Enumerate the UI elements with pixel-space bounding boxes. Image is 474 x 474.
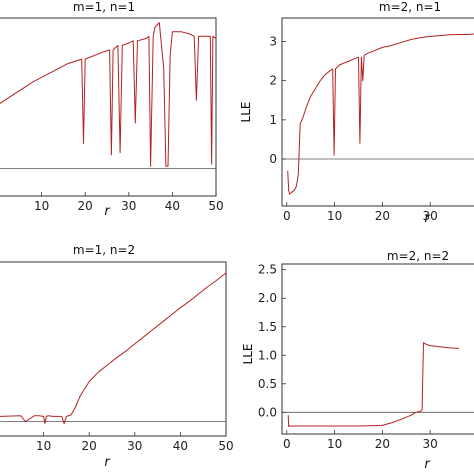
panel-bl-xtick-label: 10	[36, 439, 51, 453]
panel-tl-xtick-label: 10	[34, 199, 49, 213]
panel-bl: m=1, n=2 10 20 30 40 50 r	[0, 243, 234, 470]
panel-tr-ytick-label: 2	[269, 74, 277, 88]
panel-bl-xtick-label: 20	[82, 439, 97, 453]
panel-br-xtick-label: 30	[423, 437, 438, 451]
panel-br-series-line	[287, 342, 459, 428]
panel-tl-title: m=1, n=1	[73, 0, 135, 14]
panel-tl-xlabel: r	[104, 204, 111, 219]
panel-tr: m=2, n=1 0 10 20 30 0 1 2 3 LLE r	[239, 0, 474, 226]
panel-br-ytick-label: 1.5	[258, 320, 277, 334]
panel-tr-xtick-label: 0	[283, 209, 291, 223]
panel-tl-xtick-label: 20	[78, 199, 93, 213]
panel-tr-ytick-label: 3	[269, 35, 277, 49]
panel-tr-xtick-label: 10	[327, 209, 342, 223]
panel-tr-xlabel: r	[424, 211, 431, 226]
panel-bl-title: m=1, n=2	[73, 243, 135, 257]
panel-tl: m=1, n=1 10 20 30 40 50 r	[0, 0, 224, 219]
panel-br-ylabel: LLE	[241, 344, 255, 365]
panel-tr-series-line	[287, 33, 474, 195]
panel-bl-xtick-label: 30	[127, 439, 142, 453]
panel-tl-xtick-label: 30	[121, 199, 136, 213]
panel-tr-xtick-label: 30	[423, 209, 438, 223]
panel-tr-ylabel: LLE	[239, 102, 253, 123]
panel-br-ytick-label: 0.5	[258, 377, 277, 391]
panel-br-xtick-label: 0	[283, 437, 291, 451]
panel-br: m=2, n=2 0 10 20 30 0.0 0.5 1.0 1.5 2.0 2.5 LLE r	[241, 249, 474, 472]
panel-tl-series-line	[0, 22, 217, 167]
panel-tr-xtick-label: 20	[375, 209, 390, 223]
panel-br-frame	[281, 263, 474, 435]
panel-bl-xtick-label: 40	[173, 439, 188, 453]
panel-tl-frame	[0, 17, 217, 197]
panel-tl-xtick-label: 40	[165, 199, 180, 213]
panel-br-marks: 0 10 20 30 0.0 0.5 1.0 1.5 2.0 2.5	[258, 263, 474, 451]
panel-br-xlabel: r	[424, 457, 431, 472]
panel-bl-marks: 10 20 30 40 50	[0, 272, 234, 453]
panel-br-xtick-label: 20	[375, 437, 390, 451]
panel-bl-xlabel: r	[104, 455, 111, 470]
panel-tr-ytick-label: 0	[269, 152, 277, 166]
panel-tr-marks: 0 10 20 30 0 1 2 3	[269, 33, 474, 223]
panel-bl-series-line	[0, 272, 227, 425]
panel-br-title: m=2, n=2	[387, 249, 449, 263]
panel-tl-marks: 10 20 30 40 50	[0, 22, 224, 213]
panel-tr-frame	[281, 17, 474, 207]
panel-br-xtick-label: 10	[327, 437, 342, 451]
panel-tl-xtick-label: 50	[208, 199, 223, 213]
panel-tr-ytick-label: 1	[269, 113, 277, 127]
panel-tr-title: m=2, n=1	[379, 0, 441, 14]
panel-br-ytick-label: 2.5	[258, 263, 277, 277]
panel-bl-frame	[0, 261, 227, 437]
panel-bl-xtick-label: 50	[218, 439, 233, 453]
panel-br-ytick-label: 2.0	[258, 291, 277, 305]
panel-br-ytick-label: 1.0	[258, 348, 277, 362]
panel-br-ytick-label: 0.0	[258, 405, 277, 419]
